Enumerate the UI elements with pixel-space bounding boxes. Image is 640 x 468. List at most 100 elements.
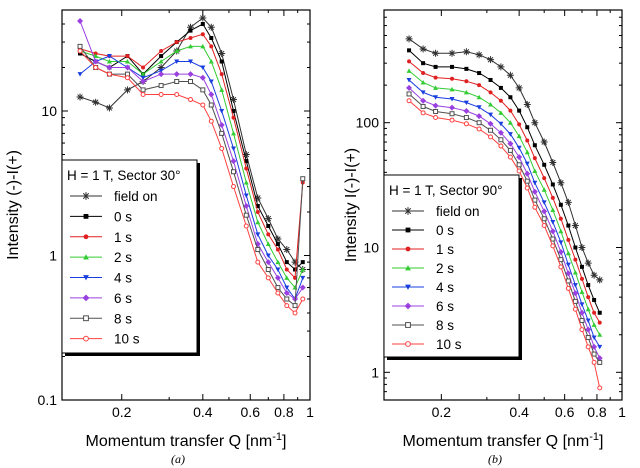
point-marker: [597, 332, 603, 337]
point-marker: [558, 202, 563, 207]
point-marker: [159, 49, 164, 54]
point-marker: [265, 275, 271, 281]
point-marker: [209, 36, 214, 41]
legend-label: 2 s: [436, 261, 454, 276]
point-marker: [93, 51, 98, 56]
legend-item: 0 s: [392, 223, 454, 238]
point-marker: [550, 207, 556, 212]
point-marker: [449, 111, 455, 117]
point-marker: [541, 216, 547, 222]
point-marker: [420, 103, 426, 109]
point-marker: [590, 271, 598, 279]
legend-item: 8 s: [70, 311, 132, 326]
point-marker: [174, 59, 180, 65]
point-marker: [208, 118, 214, 124]
point-marker: [433, 85, 439, 90]
point-marker: [565, 262, 571, 268]
point-marker: [464, 79, 469, 84]
point-marker: [93, 65, 99, 71]
point-marker: [578, 309, 585, 316]
point-marker: [292, 303, 298, 309]
point-marker: [266, 224, 271, 229]
point-marker: [283, 290, 290, 297]
legend-item: 1 s: [392, 242, 454, 257]
point-marker: [550, 182, 555, 187]
point-marker: [463, 100, 469, 106]
point-marker: [159, 54, 164, 59]
point-marker: [508, 108, 513, 113]
point-marker: [92, 98, 100, 106]
point-marker: [565, 278, 571, 284]
point-marker: [140, 92, 146, 98]
x-tick-label: 0.6: [555, 404, 575, 420]
point-marker: [531, 188, 538, 195]
point-marker: [218, 49, 226, 57]
point-marker: [578, 244, 586, 252]
point-marker: [558, 264, 564, 270]
legend-label: field on: [436, 204, 480, 219]
point-marker: [421, 71, 426, 76]
point-marker: [231, 115, 236, 120]
point-marker: [516, 145, 522, 151]
point-marker: [498, 143, 504, 149]
point-marker: [93, 53, 99, 59]
point-marker: [141, 65, 146, 70]
point-marker: [200, 102, 206, 108]
point-marker: [475, 51, 483, 59]
chart-panel-a: 0.1 1 10 0.2 0.4 0.6 0.8 1 Momentum transfer Q […: [5, 9, 314, 466]
point-marker: [174, 48, 180, 54]
point-marker: [585, 318, 591, 324]
point-marker: [532, 204, 538, 210]
legend-item: 8 s: [392, 318, 454, 333]
point-marker: [572, 306, 578, 312]
point-marker: [498, 137, 504, 143]
point-marker: [432, 49, 440, 57]
point-marker: [266, 232, 271, 237]
y-tick-label: 100: [356, 115, 380, 131]
point-marker: [82, 294, 90, 302]
point-marker: [433, 95, 439, 100]
point-marker: [516, 154, 523, 161]
point-marker: [106, 71, 112, 77]
point-marker: [523, 100, 531, 108]
point-marker: [584, 259, 592, 267]
point-marker: [532, 168, 538, 174]
point-marker: [243, 203, 250, 210]
point-marker: [200, 65, 206, 71]
point-marker: [592, 310, 597, 315]
point-marker: [265, 267, 271, 273]
x-axis-label-tail: ]: [282, 433, 286, 450]
series-10-s: [77, 48, 306, 316]
point-marker: [579, 264, 584, 269]
panel-caption: (b): [488, 452, 502, 466]
point-marker: [284, 275, 290, 280]
legend-label: 1 s: [114, 230, 132, 245]
series-1-s: [407, 59, 602, 325]
point-marker: [199, 14, 207, 22]
point-marker: [140, 78, 147, 85]
point-marker: [579, 302, 585, 307]
point-marker: [255, 259, 261, 265]
point-marker: [498, 98, 503, 103]
legend-item: 4 s: [392, 280, 454, 295]
point-marker: [405, 35, 413, 43]
point-marker: [83, 254, 89, 260]
point-marker: [254, 194, 262, 202]
point-marker: [404, 302, 412, 310]
point-marker: [300, 296, 306, 302]
point-marker: [476, 94, 482, 100]
point-marker: [219, 130, 225, 136]
point-marker: [231, 146, 237, 152]
point-marker: [405, 227, 411, 233]
chart-panel-b: 1 10 100 0.2 0.4 0.6 0.8 1 Momentum transfer Q […: [343, 9, 626, 466]
point-marker: [174, 40, 179, 45]
legend-item: 6 s: [70, 291, 132, 306]
point-marker: [106, 54, 112, 59]
series-6-s: [406, 84, 603, 362]
point-marker: [231, 184, 237, 190]
point-marker: [158, 83, 164, 89]
x-tick-label: 0.2: [432, 404, 452, 420]
point-marker: [476, 120, 482, 126]
point-marker: [517, 108, 522, 113]
x-tick-label: 1: [618, 404, 626, 420]
